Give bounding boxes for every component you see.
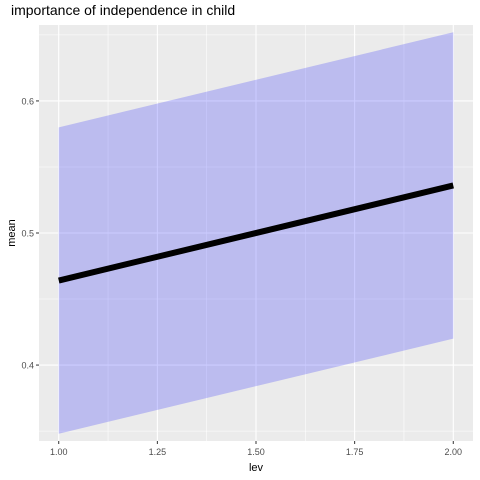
y-tick-label: 0.5 xyxy=(21,229,34,239)
x-axis-label: lev xyxy=(249,462,264,474)
x-tick-label: 1.00 xyxy=(50,447,68,457)
x-tick-label: 1.50 xyxy=(247,447,265,457)
x-tick-label: 2.00 xyxy=(445,447,463,457)
x-axis: 1.00 1.25 1.50 1.75 2.00 xyxy=(50,441,462,457)
y-axis-label: mean xyxy=(6,219,18,247)
mean-line xyxy=(58,182,454,284)
y-axis: 0.4 0.5 0.6 xyxy=(21,96,39,371)
y-tick-label: 0.4 xyxy=(21,361,34,371)
x-tick-label: 1.75 xyxy=(346,447,364,457)
x-tick-label: 1.25 xyxy=(149,447,167,457)
y-tick-label: 0.6 xyxy=(21,96,34,106)
chart-title: importance of independence in child xyxy=(11,2,235,18)
series-layer xyxy=(58,32,454,434)
